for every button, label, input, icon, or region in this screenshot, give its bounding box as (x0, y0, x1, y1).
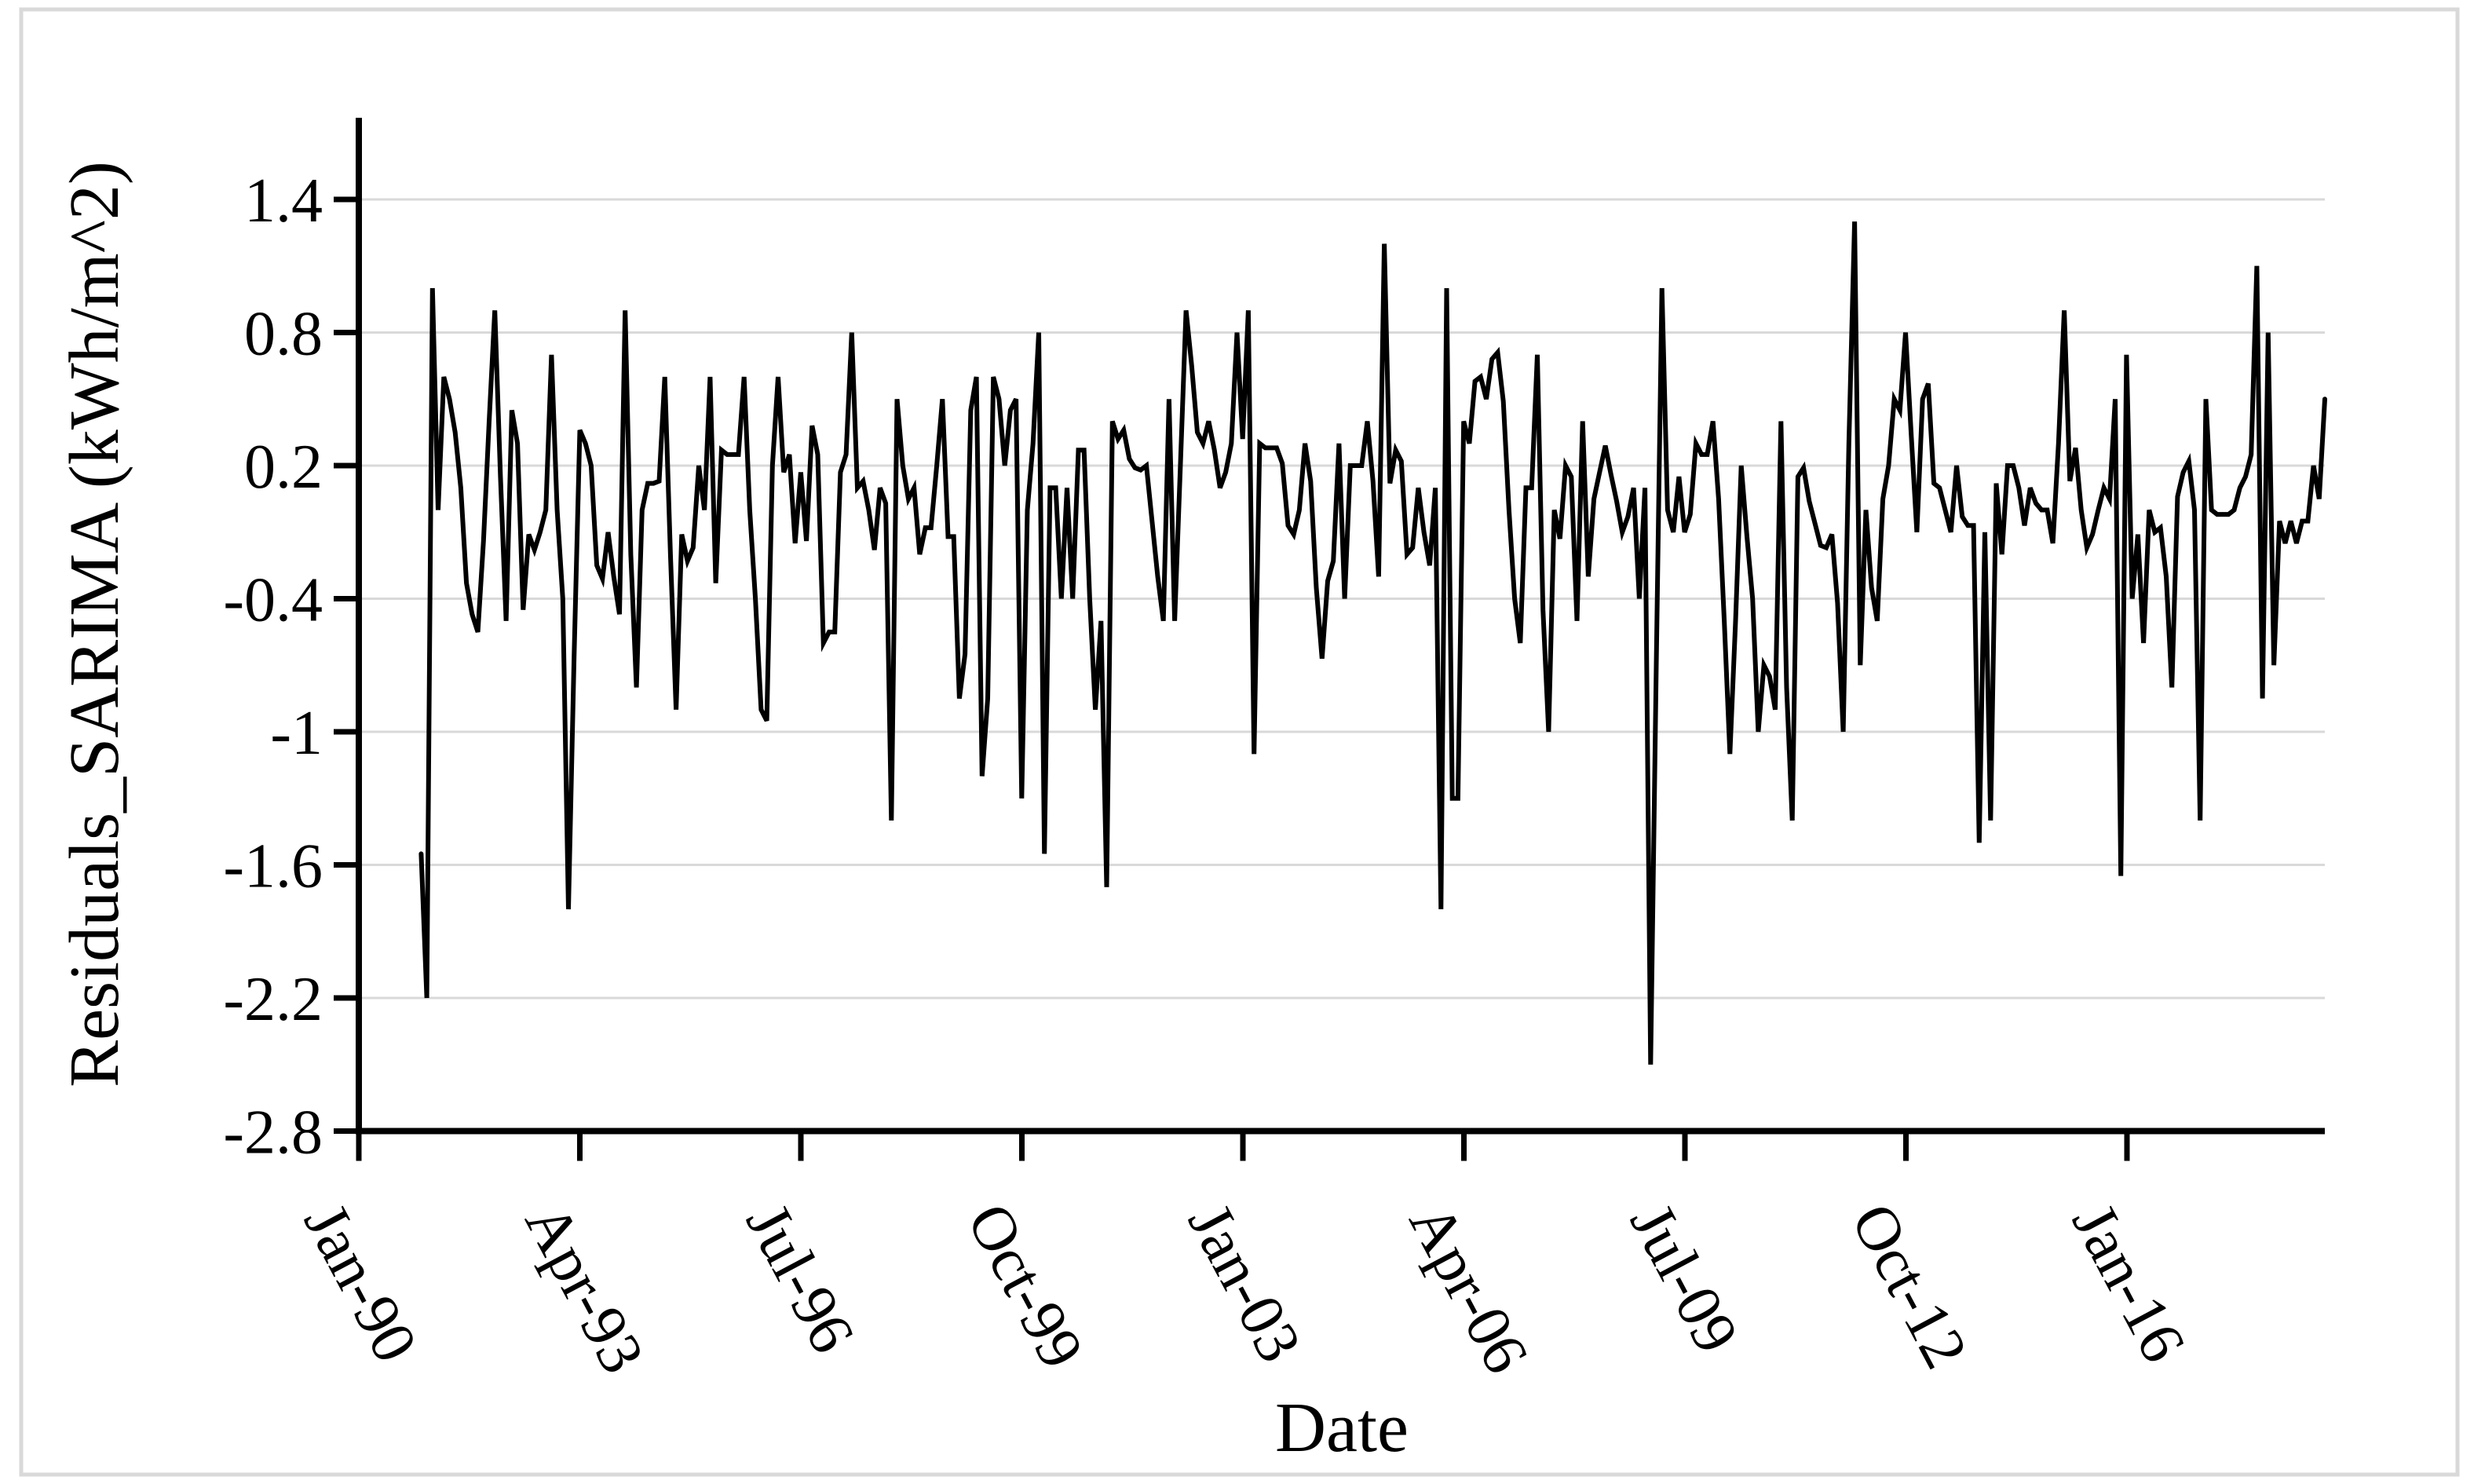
y-axis-ticks (334, 196, 359, 1134)
x-axis-title: Date (1275, 1389, 1409, 1467)
axes (356, 118, 2325, 1135)
y-tick-label: -0.4 (223, 566, 323, 635)
gridlines (359, 198, 2325, 1000)
y-tick-label: -2.8 (223, 1098, 323, 1168)
y-tick-label: -1.6 (223, 832, 323, 901)
y-tick-label: -1 (270, 699, 323, 768)
y-tick-label: 0.2 (244, 433, 323, 502)
y-axis-tick-labels: 1.4 0.8 0.2 -0.4 -1 -1.6 -2.2 -2.8 (223, 166, 323, 1168)
y-axis-title: Residuals_SARIMA (kWh/m^2) (56, 161, 133, 1087)
y-tick-label: -2.2 (223, 965, 323, 1034)
residuals-series-line (418, 221, 2327, 1065)
y-tick-label: 1.4 (244, 166, 323, 236)
y-tick-label: 0.8 (244, 300, 323, 369)
figure-border (19, 7, 2460, 1477)
x-axis-ticks (356, 1131, 2130, 1161)
